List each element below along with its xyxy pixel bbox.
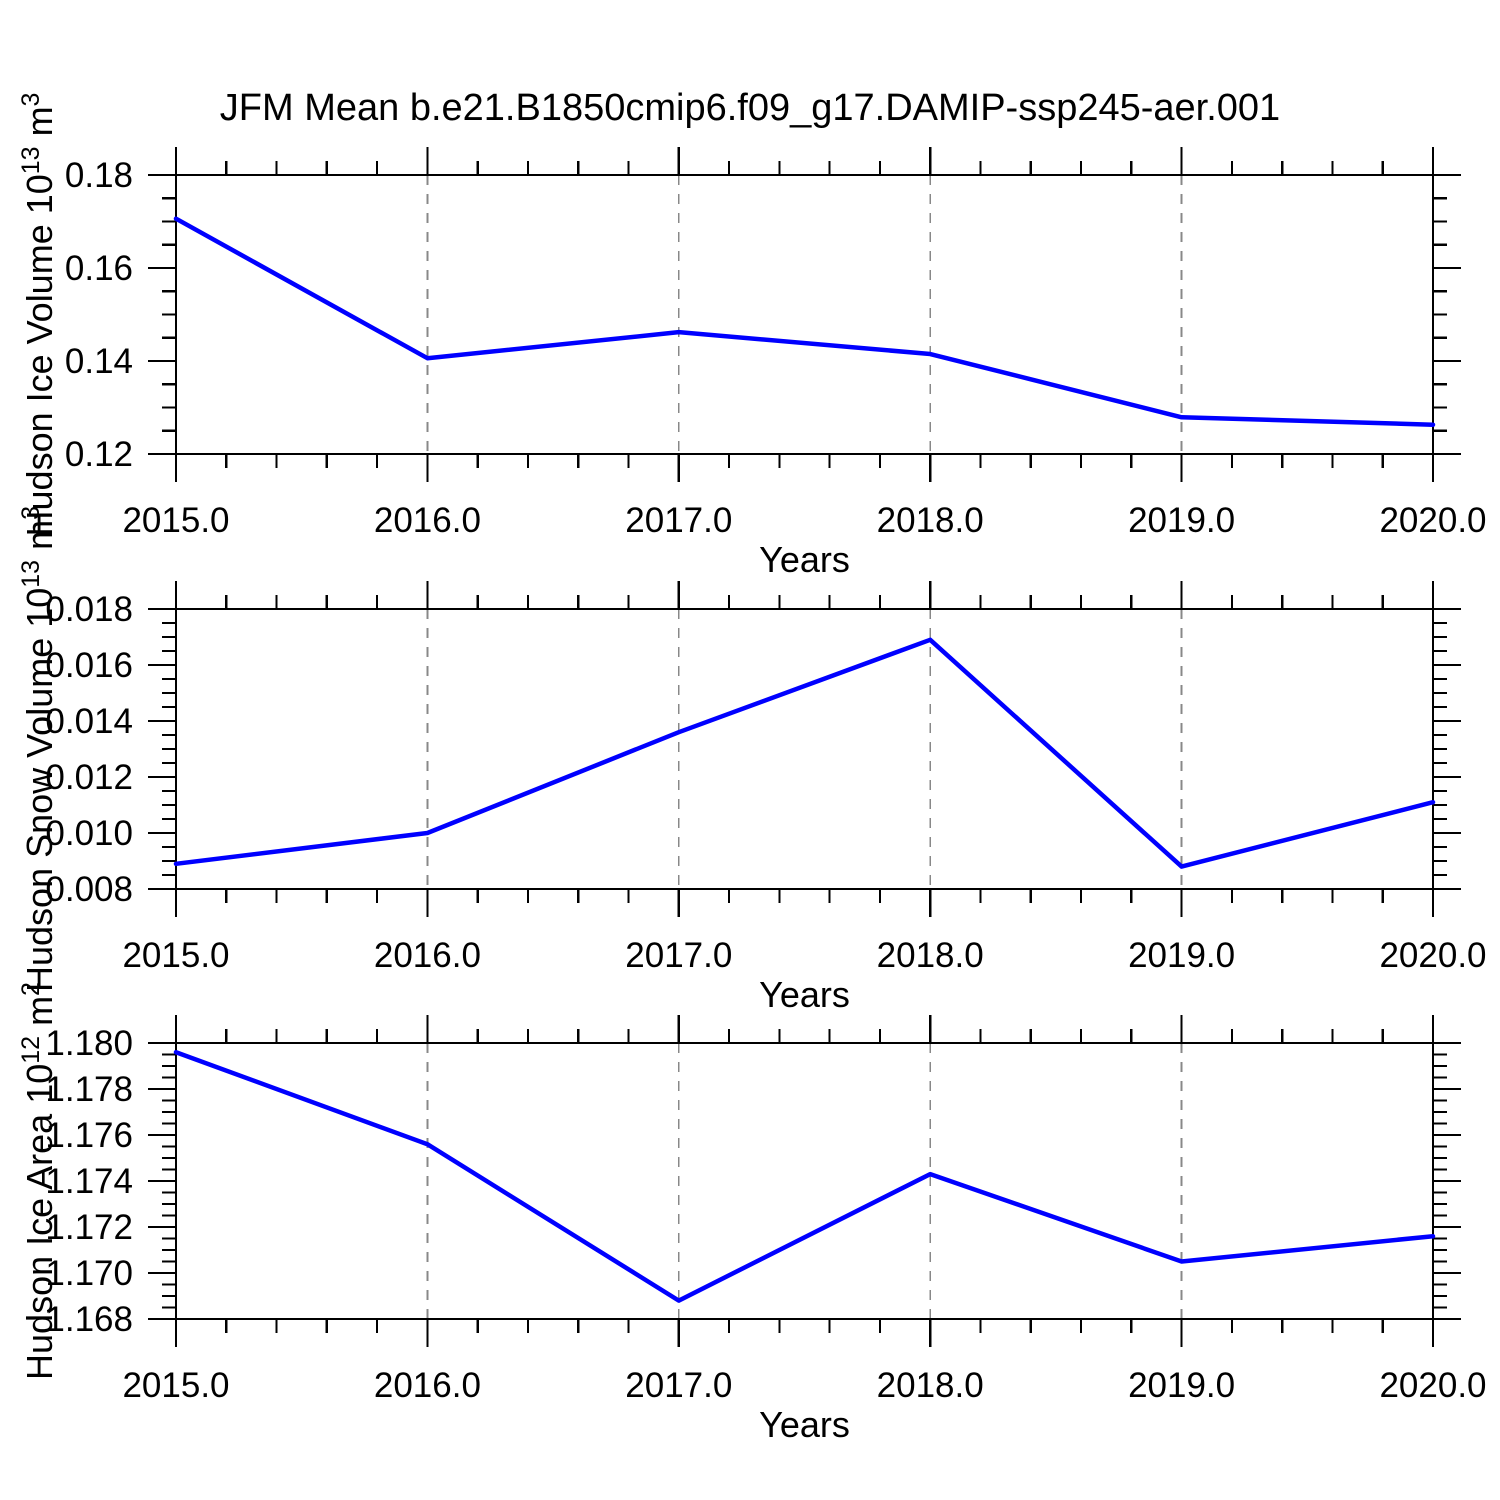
panel-hudson-ice-area: 1.180 1.178 1.176 1.174 1.172 1.170 1.168 2015.… <box>17 982 1487 1445</box>
plot-frame <box>174 1041 1435 1321</box>
x-tick-label: 2018.0 <box>877 936 984 975</box>
x-tick-label: 2018.0 <box>877 501 984 540</box>
x-tick-label: 2017.0 <box>625 936 732 975</box>
y-tick-label: 0.008 <box>45 870 133 909</box>
x-tick-label: 2020.0 <box>1379 936 1486 975</box>
y-tick-label: 0.12 <box>65 435 133 474</box>
y-tick-label: 0.018 <box>45 590 133 629</box>
panel-hudson-ice-volume: 0.18 0.16 0.14 0.12 2015.0 2016.0 2017.0 2018.0… <box>17 93 1487 580</box>
y-tick-label: 1.180 <box>45 1024 133 1063</box>
x-tick-label: 2019.0 <box>1128 936 1235 975</box>
y-axis-title: Hudson Snow Volume 1013 m3 <box>17 506 60 992</box>
x-tick-label: 2019.0 <box>1128 1366 1235 1405</box>
panels-group: 0.18 0.16 0.14 0.12 2015.0 2016.0 2017.0 2018.0… <box>17 93 1487 1445</box>
y-tick-label: 0.010 <box>45 814 133 853</box>
x-tick-label: 2015.0 <box>122 936 229 975</box>
y-axis-title: Hudson Ice Area 1012 m2 <box>17 982 60 1380</box>
x-axis-title: Years <box>759 1404 850 1445</box>
figure-title: JFM Mean b.e21.B1850cmip6.f09_g17.DAMIP-… <box>220 87 1280 129</box>
plot-frame <box>174 607 1435 891</box>
plot-frame <box>174 173 1435 456</box>
x-tick-label: 2015.0 <box>122 501 229 540</box>
y-tick-label: 0.14 <box>65 342 133 381</box>
x-tick-label: 2017.0 <box>625 501 732 540</box>
y-tick-label: 1.176 <box>45 1116 133 1155</box>
panel-hudson-snow-volume: 0.018 0.016 0.014 0.012 0.010 0.008 2015.0 2016… <box>17 506 1487 1015</box>
y-axis-title: Hudson Ice Volume 1013 m3 <box>17 93 60 537</box>
x-tick-label: 2016.0 <box>374 1366 481 1405</box>
y-tick-label: 0.016 <box>45 646 133 685</box>
y-tick-label: 0.012 <box>45 758 133 797</box>
y-tick-label: 1.178 <box>45 1070 133 1109</box>
data-line-hudson-snow-volume <box>173 637 1436 869</box>
x-tick-label: 2016.0 <box>374 936 481 975</box>
x-tick-label: 2019.0 <box>1128 501 1235 540</box>
y-tick-label: 0.18 <box>65 156 133 195</box>
y-tick-label: 1.174 <box>45 1162 133 1201</box>
y-tick-label: 1.168 <box>45 1300 133 1339</box>
x-tick-label: 2018.0 <box>877 1366 984 1405</box>
x-tick-label: 2016.0 <box>374 501 481 540</box>
x-axis-title: Years <box>759 974 850 1015</box>
x-tick-label: 2015.0 <box>122 1366 229 1405</box>
data-line-hudson-ice-volume <box>173 216 1436 427</box>
y-tick-label: 0.16 <box>65 249 133 288</box>
y-tick-label: 0.014 <box>45 702 133 741</box>
x-axis-title: Years <box>759 539 850 580</box>
x-tick-label: 2020.0 <box>1379 1366 1486 1405</box>
y-tick-label: 1.170 <box>45 1254 133 1293</box>
x-tick-label: 2020.0 <box>1379 501 1486 540</box>
data-line-hudson-ice-area <box>173 1049 1436 1303</box>
x-tick-label: 2017.0 <box>625 1366 732 1405</box>
y-tick-label: 1.172 <box>45 1208 133 1247</box>
